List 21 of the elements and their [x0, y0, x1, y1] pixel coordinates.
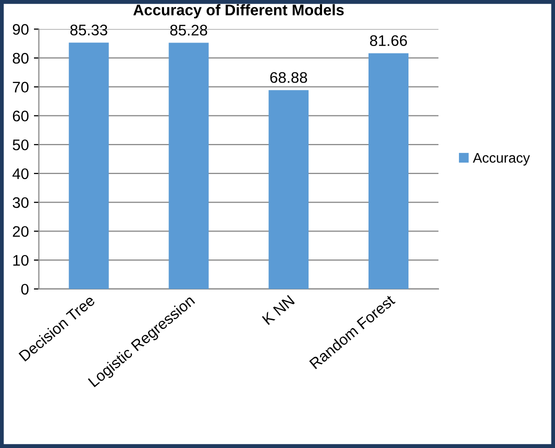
bar [268, 90, 309, 289]
y-tick-label: 80 [12, 52, 29, 64]
y-tick-label: 0 [21, 284, 29, 295]
bar [68, 42, 109, 289]
bar [368, 53, 408, 289]
data-label: 85.28 [170, 24, 208, 36]
bar [168, 42, 209, 289]
legend-label: Accuracy [472, 153, 530, 166]
data-label: 81.66 [370, 35, 407, 46]
data-label: 85.33 [70, 24, 108, 36]
y-tick-label: 30 [12, 197, 29, 208]
y-tick-label: 70 [12, 82, 29, 93]
y-tick-label: 10 [13, 254, 29, 266]
y-tick-label: 60 [12, 110, 29, 122]
x-tick-label: K NN [262, 295, 295, 325]
y-tick-label: 20 [12, 226, 29, 237]
y-tick-label: 90 [12, 24, 29, 35]
y-tick-label: 40 [12, 168, 29, 180]
y-tick-label: 50 [12, 139, 29, 150]
data-label: 68.88 [270, 72, 308, 83]
chart-title: Accuracy of Different Models [133, 4, 344, 18]
